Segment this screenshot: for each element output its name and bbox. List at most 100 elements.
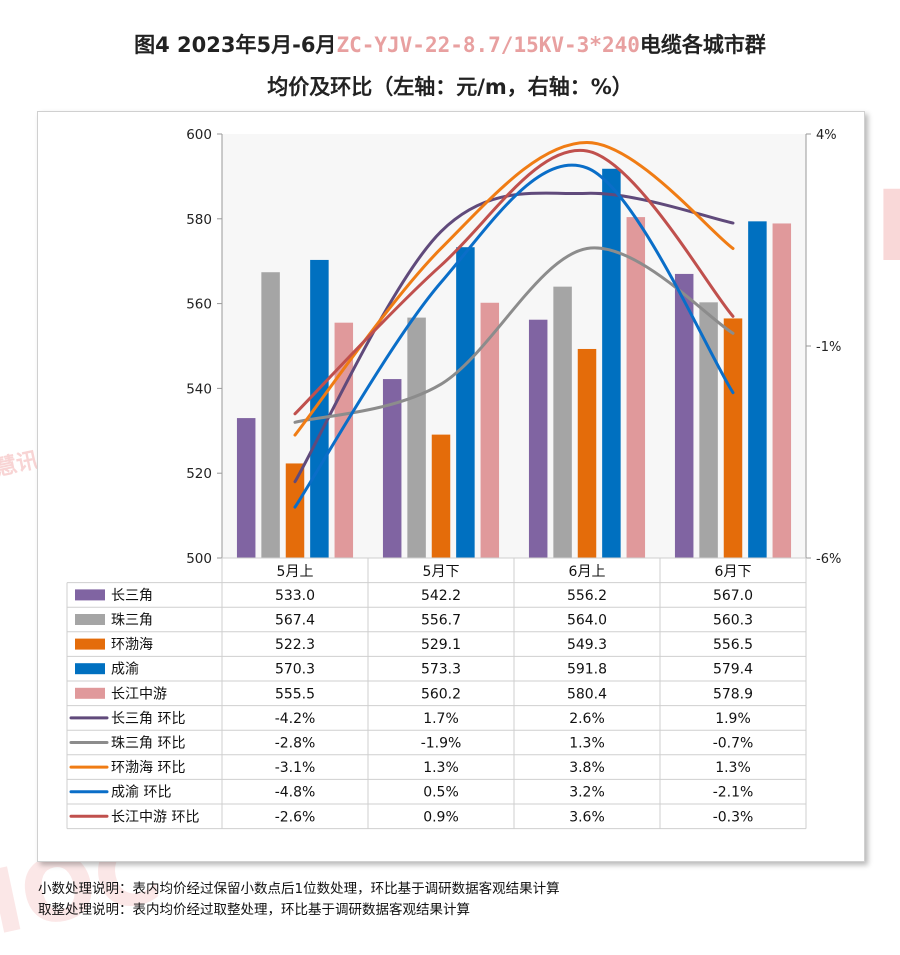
table-cell-value: 556.2 bbox=[567, 588, 607, 604]
legend-label: 珠三角 bbox=[111, 613, 153, 629]
table-cell-value: 529.1 bbox=[421, 637, 461, 653]
bar-成渝-5月下 bbox=[456, 247, 475, 558]
plot-area: 500 520 540 560 580 600 -6% -1% 4% bbox=[186, 127, 841, 567]
table-cell-value: -1.9% bbox=[421, 736, 462, 752]
bar-长三角-6月上 bbox=[528, 319, 548, 558]
table-cell-value: -2.1% bbox=[713, 785, 754, 801]
table-cell-value: 578.9 bbox=[713, 686, 753, 702]
bar-长江中游-6月下 bbox=[772, 223, 792, 559]
legend-label: 环渤海 环比 bbox=[111, 760, 185, 776]
legend-label: 长江中游 环比 bbox=[111, 809, 199, 825]
table-cell-value: -2.6% bbox=[275, 809, 316, 825]
legend-label: 珠三角 环比 bbox=[111, 736, 185, 752]
left-axis-tick-label: 520 bbox=[186, 466, 212, 482]
bar-珠三角-6月上 bbox=[553, 286, 572, 558]
table-cell-value: 1.3% bbox=[715, 760, 751, 776]
table-cell-value: 556.7 bbox=[421, 613, 461, 629]
table-cell-value: 556.5 bbox=[713, 637, 753, 653]
right-axis-tick-label: -1% bbox=[816, 340, 841, 355]
table-cell-value: 560.2 bbox=[421, 686, 461, 702]
table-cell-value: 567.4 bbox=[275, 613, 315, 629]
table-cell-value: -2.8% bbox=[275, 736, 316, 752]
table-cell-value: 567.0 bbox=[713, 588, 753, 604]
bar-长江中游-5月下 bbox=[480, 302, 500, 558]
table-category-label: 5月上 bbox=[277, 564, 314, 580]
bar-成渝-5月上 bbox=[310, 259, 329, 558]
table-cell-value: 570.3 bbox=[275, 662, 315, 678]
table-cell-value: 560.3 bbox=[713, 613, 753, 629]
chart-title-line1: 图4 2023年5月-6月ZC-YJV-22-8.7/15KV-3*240电缆各… bbox=[0, 29, 900, 59]
bar-长三角-6月下 bbox=[674, 273, 694, 558]
table-cell-value: 3.6% bbox=[569, 809, 605, 825]
bar-长江中游-6月上 bbox=[626, 217, 646, 558]
legend-label: 长三角 bbox=[111, 588, 153, 604]
table-cell-value: 533.0 bbox=[275, 588, 315, 604]
table-cell-value: 1.3% bbox=[569, 736, 605, 752]
title-model: ZC-YJV-22-8.7/15KV-3*240 bbox=[336, 33, 640, 57]
line-长江中游 环比 bbox=[293, 148, 735, 416]
table-cell-value: 0.5% bbox=[423, 785, 459, 801]
legend-label: 成渝 环比 bbox=[111, 785, 171, 801]
left-axis-tick-label: 600 bbox=[186, 127, 212, 143]
table-cell-value: 573.3 bbox=[421, 662, 461, 678]
bar-珠三角-5月上 bbox=[261, 272, 280, 558]
bar-长三角-5月上 bbox=[236, 418, 256, 558]
legend-label: 环渤海 bbox=[111, 637, 153, 653]
left-axis-tick-label: 560 bbox=[186, 297, 212, 313]
table-cell-value: 3.2% bbox=[569, 785, 605, 801]
legend-swatch-长三角 bbox=[75, 589, 105, 601]
right-axis-tick-label: 4% bbox=[816, 128, 837, 143]
left-axis-tick-label: 500 bbox=[186, 551, 212, 567]
table-cell-value: 0.9% bbox=[423, 809, 459, 825]
table-category-label: 6月下 bbox=[715, 564, 752, 580]
legend-swatch-珠三角 bbox=[75, 614, 105, 625]
bar-环渤海-5月上 bbox=[285, 463, 305, 558]
title-prefix: 图4 2023年5月-6月 bbox=[134, 33, 337, 57]
table-cell-value: 580.4 bbox=[567, 686, 607, 702]
table-cell-value: 1.3% bbox=[423, 760, 459, 776]
right-axis-tick-label: -6% bbox=[816, 552, 841, 567]
table-cell-value: 1.9% bbox=[715, 711, 751, 727]
bar-珠三角-5月下 bbox=[407, 317, 426, 558]
note-rounding: 取整处理说明：表内均价经过取整处理，环比基于调研数据客观结果计算 bbox=[38, 902, 470, 918]
bar-成渝-6月上 bbox=[602, 168, 621, 558]
title-suffix: 电缆各城市群 bbox=[639, 33, 766, 57]
watermark-right: ▌ bbox=[884, 190, 900, 260]
note-decimal: 小数处理说明：表内均价经过保留小数点后1位数处理，环比基于调研数据客观结果计算 bbox=[38, 881, 560, 897]
table-cell-value: -0.3% bbox=[713, 809, 754, 825]
table-cell-value: -3.1% bbox=[275, 760, 316, 776]
table-cell-value: 579.4 bbox=[713, 662, 753, 678]
legend-swatch-长江中游 bbox=[75, 687, 105, 699]
bar-环渤海-6月上 bbox=[577, 348, 597, 558]
bar-环渤海-6月下 bbox=[723, 318, 743, 558]
legend-label: 成渝 bbox=[111, 662, 139, 678]
legend-swatch-成渝 bbox=[75, 663, 105, 675]
table-cell-value: 1.7% bbox=[423, 711, 459, 727]
line-环渤海 环比 bbox=[293, 140, 735, 437]
chart-title-line2: 均价及环比（左轴：元/m，右轴：%） bbox=[267, 75, 633, 99]
legend-label: 长江中游 bbox=[111, 686, 167, 702]
bar-珠三角-6月下 bbox=[699, 302, 718, 558]
table-cell-value: -4.2% bbox=[275, 711, 316, 727]
table-cell-value: 522.3 bbox=[275, 637, 315, 653]
table-category-label: 6月上 bbox=[569, 564, 606, 580]
table-category-label: 5月下 bbox=[423, 564, 460, 580]
legend-swatch-环渤海 bbox=[75, 638, 105, 650]
table-cell-value: 2.6% bbox=[569, 711, 605, 727]
left-axis-tick-label: 540 bbox=[186, 381, 212, 397]
table-cell-value: 591.8 bbox=[567, 662, 607, 678]
table-cell-value: 542.2 bbox=[421, 588, 461, 604]
bar-环渤海-5月下 bbox=[431, 434, 451, 558]
line-珠三角 环比 bbox=[293, 246, 735, 424]
table-cell-value: 3.8% bbox=[569, 760, 605, 776]
line-成渝 环比 bbox=[293, 163, 735, 509]
table-cell-value: -0.7% bbox=[713, 736, 754, 752]
bar-长三角-5月下 bbox=[382, 379, 402, 558]
table-cell-value: -4.8% bbox=[275, 785, 316, 801]
table-cell-value: 564.0 bbox=[567, 613, 607, 629]
bar-成渝-6月下 bbox=[748, 221, 767, 558]
left-axis-tick-label: 580 bbox=[186, 212, 212, 228]
legend-label: 长三角 环比 bbox=[111, 711, 185, 727]
